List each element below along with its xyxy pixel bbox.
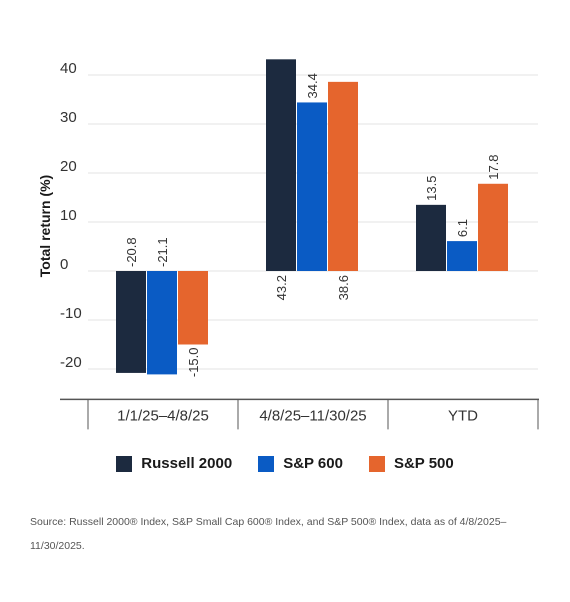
y-tick-label: 0 xyxy=(60,256,68,273)
bar xyxy=(416,204,446,271)
legend-label: S&P 500 xyxy=(393,455,454,472)
x-axis: 1/1/25–4/8/25 4/8/25–11/30/25 YTD xyxy=(60,398,539,430)
y-tick-label: -20 xyxy=(60,354,82,371)
bar xyxy=(297,102,327,271)
y-tick-label: 10 xyxy=(60,207,77,224)
data-label: 43.2 xyxy=(274,275,289,300)
legend-label: S&P 600 xyxy=(283,455,343,472)
y-tick-label: 40 xyxy=(60,60,77,77)
x-tick-label: YTD xyxy=(448,407,478,424)
legend-item-sp-600: S&P 600 xyxy=(258,455,343,472)
data-label: -15.0 xyxy=(186,348,201,378)
data-label: -21.1 xyxy=(155,237,170,267)
legend-swatch xyxy=(116,455,133,472)
data-labels: -20.8 -21.1 -15.0 43.2 34.4 38.6 13.5 6.1 17.8 xyxy=(124,73,501,377)
data-label: 13.5 xyxy=(424,176,439,201)
data-label: 38.6 xyxy=(336,275,351,300)
bar xyxy=(447,241,477,271)
data-label: 17.8 xyxy=(486,154,501,179)
y-axis-label: Total return (%) xyxy=(37,175,53,277)
y-tick-label: 20 xyxy=(60,158,77,175)
bar xyxy=(147,271,177,375)
bar xyxy=(266,59,296,271)
bar xyxy=(328,81,358,271)
bar xyxy=(178,271,208,345)
y-tick-label: 30 xyxy=(60,109,77,126)
y-tick-labels: 40 30 20 10 0 -10 -20 xyxy=(60,60,82,371)
bar xyxy=(478,183,508,271)
x-tick-label: 1/1/25–4/8/25 xyxy=(117,407,209,424)
bar xyxy=(116,271,146,373)
data-label: -20.8 xyxy=(124,237,139,267)
legend-item-sp-500: S&P 500 xyxy=(368,455,454,472)
legend: Russell 2000 S&P 600 S&P 500 xyxy=(0,455,570,472)
x-tick-label: 4/8/25–11/30/25 xyxy=(259,407,366,424)
legend-swatch xyxy=(258,455,275,472)
data-label: 34.4 xyxy=(305,73,320,98)
legend-swatch xyxy=(368,455,385,472)
legend-item-russell-2000: Russell 2000 xyxy=(116,455,232,472)
legend-label: Russell 2000 xyxy=(141,455,233,472)
data-label: 6.1 xyxy=(455,219,470,237)
bars xyxy=(116,59,508,375)
source-note: Source: Russell 2000® Index, S&P Small C… xyxy=(30,516,507,552)
y-tick-label: -10 xyxy=(60,305,82,322)
